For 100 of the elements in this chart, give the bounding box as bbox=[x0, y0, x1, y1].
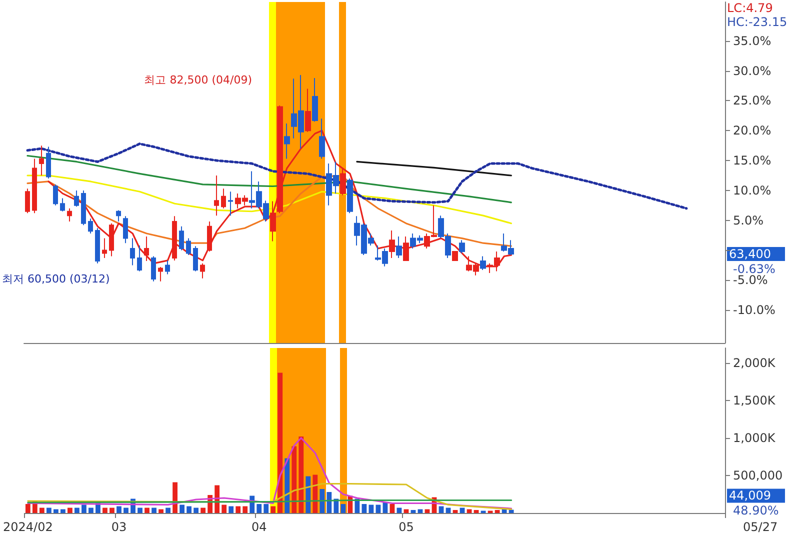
candlestick bbox=[67, 208, 72, 222]
candlestick bbox=[347, 178, 353, 214]
line-series bbox=[26, 142, 688, 210]
bar bbox=[256, 504, 262, 513]
y-tick-label: 2,000K bbox=[733, 356, 776, 370]
bar bbox=[494, 510, 500, 513]
x-tick-label: 2024/02 bbox=[2, 520, 53, 534]
x-tick-label: 05 bbox=[398, 520, 414, 534]
candlestick bbox=[459, 240, 465, 254]
candlestick bbox=[81, 190, 86, 226]
bar bbox=[320, 489, 325, 513]
bar bbox=[452, 510, 458, 513]
y-tick-label: 35.0% bbox=[733, 34, 772, 48]
bar bbox=[82, 504, 86, 513]
bar bbox=[264, 504, 269, 513]
line-series bbox=[27, 437, 512, 510]
bar bbox=[116, 506, 122, 513]
text: 05/27 bbox=[743, 520, 778, 534]
bar bbox=[53, 509, 58, 513]
candlestick bbox=[109, 222, 114, 257]
candlestick bbox=[74, 190, 79, 208]
y-tick-label: 500,000 bbox=[733, 468, 783, 482]
x-tick-label: 04 bbox=[251, 520, 267, 534]
bar bbox=[102, 508, 108, 513]
bar bbox=[474, 510, 479, 513]
candlestick bbox=[60, 198, 65, 212]
text: 48.90% bbox=[733, 504, 779, 518]
bar bbox=[270, 506, 276, 513]
candlestick bbox=[284, 122, 290, 160]
bar bbox=[278, 372, 283, 513]
candlestick bbox=[95, 228, 100, 264]
bar bbox=[180, 504, 185, 513]
bar bbox=[186, 506, 192, 513]
x-tick-label: 03 bbox=[111, 520, 127, 534]
bar bbox=[60, 509, 66, 513]
candlestick bbox=[305, 88, 311, 132]
text: LC:4.79 bbox=[727, 1, 773, 15]
bar bbox=[362, 504, 367, 513]
candlestick bbox=[158, 266, 163, 282]
candlestick bbox=[46, 146, 51, 179]
candlestick bbox=[130, 238, 135, 266]
candlestick bbox=[480, 256, 486, 271]
bar bbox=[326, 492, 332, 513]
bar bbox=[236, 506, 241, 513]
candlestick bbox=[32, 158, 37, 214]
bar bbox=[292, 446, 297, 513]
y-tick-label: 10.0% bbox=[733, 183, 772, 198]
y-tick-label: 5.0% bbox=[733, 213, 764, 228]
candlestick bbox=[270, 200, 276, 242]
bar bbox=[222, 504, 227, 513]
annotation: 최저 60,500 (03/12) bbox=[2, 272, 110, 286]
bar bbox=[390, 504, 395, 513]
bar bbox=[88, 508, 94, 513]
bar bbox=[200, 508, 206, 513]
y-tick-label: 20.0% bbox=[733, 124, 772, 138]
candlestick bbox=[221, 188, 226, 209]
candlestick bbox=[53, 184, 58, 206]
candlestick bbox=[165, 260, 170, 275]
line-series bbox=[26, 174, 512, 224]
bar bbox=[25, 504, 30, 513]
bar bbox=[166, 508, 170, 513]
candlestick bbox=[389, 230, 395, 259]
candlestick bbox=[123, 216, 128, 244]
y-tick-label: 15.0% bbox=[733, 154, 772, 168]
candlestick bbox=[319, 118, 325, 160]
annotation: 최고 82,500 (04/09) bbox=[144, 74, 252, 86]
bar bbox=[124, 508, 128, 513]
bar bbox=[312, 474, 318, 513]
candlestick bbox=[228, 191, 233, 216]
bar bbox=[138, 508, 142, 513]
candlestick bbox=[172, 216, 177, 261]
candlestick bbox=[340, 168, 346, 196]
candlestick bbox=[179, 226, 184, 251]
candlestick bbox=[25, 188, 30, 214]
candlestick bbox=[200, 262, 205, 279]
bar bbox=[68, 508, 72, 513]
bar bbox=[228, 506, 234, 513]
bar bbox=[508, 510, 514, 513]
candlestick bbox=[452, 250, 458, 262]
candlestick bbox=[137, 244, 142, 272]
bar bbox=[144, 508, 150, 513]
text: 63,400 bbox=[729, 247, 771, 262]
bar bbox=[242, 506, 248, 513]
candlestick bbox=[193, 246, 198, 272]
text: HC:-23.15 bbox=[727, 15, 788, 29]
y-tick-label: -10.0% bbox=[733, 303, 776, 318]
candlestick bbox=[207, 221, 212, 252]
bar bbox=[194, 508, 199, 513]
bar bbox=[410, 510, 416, 513]
bar bbox=[74, 508, 80, 513]
candlestick bbox=[396, 236, 402, 259]
bar bbox=[306, 476, 311, 513]
candlestick bbox=[312, 77, 318, 122]
candlestick bbox=[88, 218, 93, 234]
y-tick-label: 1,500K bbox=[733, 394, 776, 408]
candlestick bbox=[39, 145, 44, 176]
candlestick bbox=[102, 238, 107, 259]
candlestick bbox=[186, 238, 191, 256]
bar bbox=[340, 504, 346, 513]
candlestick bbox=[214, 174, 219, 216]
